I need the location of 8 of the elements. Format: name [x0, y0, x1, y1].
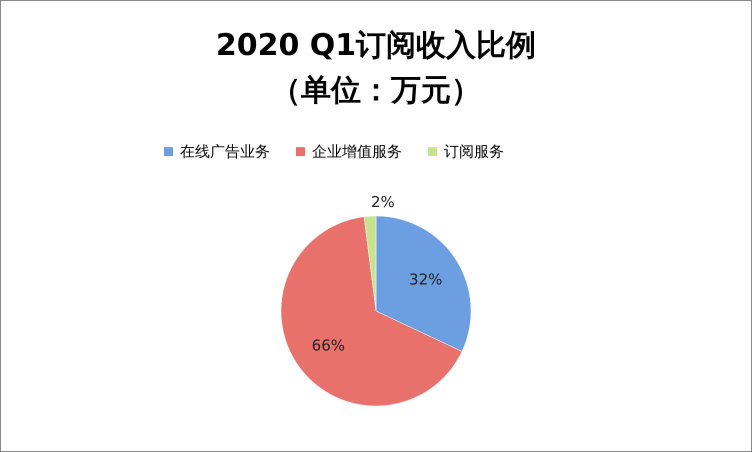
- legend-label: 在线广告业务: [180, 142, 270, 161]
- data-label: 66%: [312, 336, 346, 355]
- data-label: 2%: [370, 193, 395, 212]
- chart-title: 2020 Q1订阅收入比例: [216, 28, 536, 63]
- legend-label: 订阅服务: [444, 142, 504, 161]
- legend-label: 企业增值服务: [312, 142, 402, 161]
- data-label: 32%: [409, 270, 442, 288]
- chart-subtitle: （单位：万元）: [271, 73, 481, 108]
